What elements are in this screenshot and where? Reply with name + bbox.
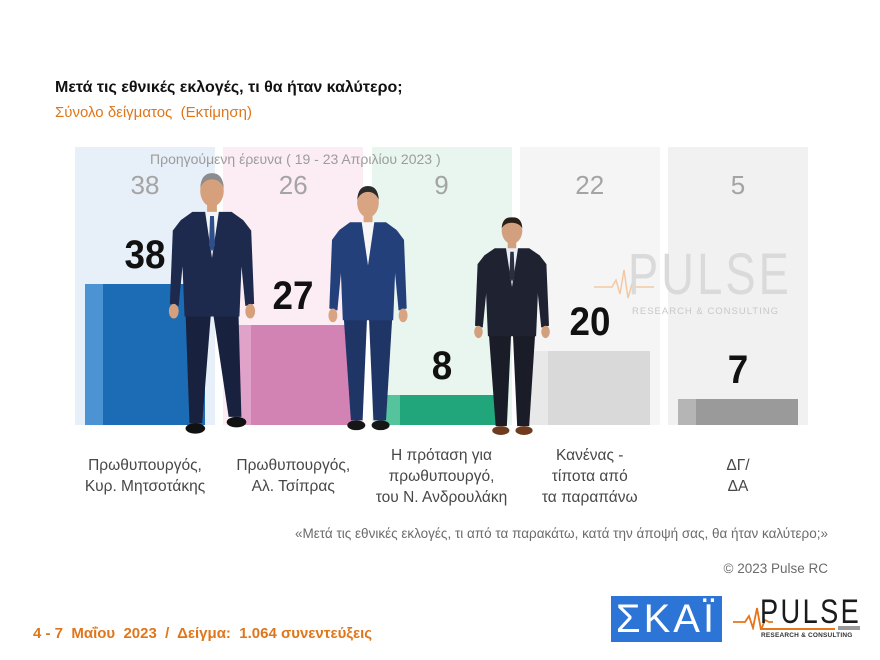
pulse-watermark: PULSE [628, 242, 792, 307]
survey-question: «Μετά τις εθνικές εκλογές, τι από τα παρ… [294, 526, 828, 541]
category-label-3: Η πρόταση για πρωθυπουργό, του Ν. Ανδρου… [375, 446, 508, 506]
pulse-logo-tagline: RESEARCH & CONSULTING [761, 632, 853, 639]
category-label-1: Πρωθυπουργός, Κυρ. Μητσοτάκης [84, 457, 206, 495]
previous-value-2: 26 [278, 170, 308, 200]
category-label-2: Πρωθυπουργός, Αλ. Τσίπρας [236, 457, 351, 495]
previous-value-4: 22 [575, 170, 605, 200]
bar-highlight-4 [529, 350, 548, 425]
tsipras-photo [328, 185, 408, 431]
value-label-3: 8 [431, 344, 452, 389]
figure-legs [343, 316, 393, 431]
figure-head [357, 185, 379, 218]
pulse-watermark-line-icon [594, 269, 654, 299]
figure-head [501, 217, 523, 244]
previous-value-1: 38 [130, 170, 160, 200]
bar-highlight-1 [85, 284, 103, 425]
bar-5 [678, 399, 798, 425]
pulse-logo-underline [760, 628, 835, 630]
figure-legs [185, 312, 247, 434]
value-label-1: 38 [124, 233, 166, 278]
previous-value-5: 5 [730, 170, 746, 200]
value-label-5: 7 [727, 348, 749, 393]
chart-subtitle: Σύνολο δείγματος (Εκτίμηση) [55, 104, 252, 121]
pulse-watermark-tagline: RESEARCH & CONSULTING [632, 306, 779, 317]
androulakis-photo [474, 217, 550, 435]
skai-logo: ΣΚΑΪ [611, 596, 722, 642]
bar-highlight-5 [678, 399, 696, 425]
figure-suit [168, 203, 256, 319]
fieldwork-info: 4 - 7 Μαΐου 2023 / Δείγμα: 1.064 συνεντε… [33, 625, 373, 642]
category-label-4: Κανένας - τίποτα από τα παραπάνω [541, 446, 638, 506]
chart-title: Μετά τις εθνικές εκλογές, τι θα ήταν καλ… [55, 79, 403, 96]
pulse-logo-mark [838, 626, 860, 630]
copyright-notice: © 2023 Pulse RC [723, 561, 829, 576]
figure-suit [328, 214, 408, 323]
figure-head [200, 173, 224, 207]
value-label-4: 20 [569, 299, 611, 344]
mitsotakis-photo [168, 173, 256, 434]
bar-3 [381, 395, 502, 425]
previous-value-3: 9 [434, 170, 449, 200]
column-background-5 [668, 147, 808, 425]
bar-1 [85, 284, 205, 425]
bar-4 [529, 350, 650, 425]
pulse-logo-line-icon [733, 607, 773, 630]
figure-suit [474, 241, 550, 339]
previous-survey-label: Προηγούμενη έρευνα ( 19 - 23 Απριλίου 20… [150, 151, 441, 167]
pulse-logo: PULSE [760, 593, 862, 631]
figure-legs [488, 332, 536, 435]
category-label-5: ΔΓ/ ΔΑ [726, 457, 750, 495]
value-label-2: 27 [272, 273, 314, 318]
